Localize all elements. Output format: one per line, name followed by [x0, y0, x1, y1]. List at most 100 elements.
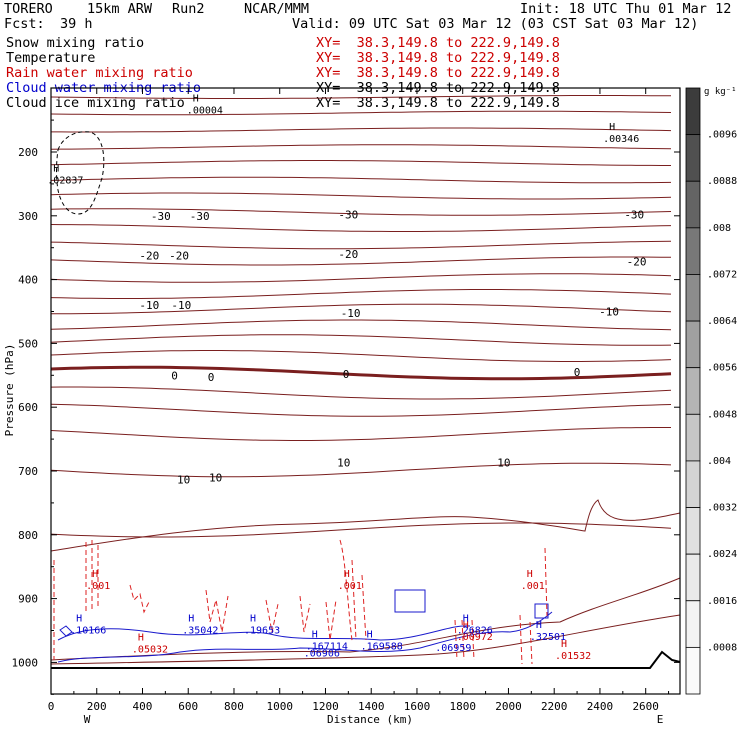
colorbar-bin [685, 274, 701, 322]
colorbar-label: .0056 [707, 363, 737, 374]
isotherm-line [50, 427, 671, 441]
rain-water-contours [53, 539, 548, 665]
colorbar-bin [685, 134, 701, 182]
max-value-rain: .05032 [132, 645, 168, 656]
colorbar-bin [685, 367, 701, 415]
snow-contours [56, 131, 105, 215]
org-label: NCAR/MMM [244, 1, 310, 17]
y-tick-label: 800 [18, 529, 38, 542]
isotherm-label--20: -20 [338, 248, 358, 261]
isotherm-label--10: -10 [171, 299, 191, 312]
isotherm-line [50, 365, 672, 381]
max-value-cloud: .26826 [457, 626, 493, 637]
rain-contour [325, 599, 337, 641]
isotherm-label-0: 0 [343, 368, 350, 381]
y-axis-title: Pressure (hPa) [3, 344, 16, 437]
isotherm-line [50, 614, 681, 665]
y-tick-label: 600 [18, 401, 38, 414]
y-tick-label: 500 [18, 337, 38, 350]
colorbar-bin [685, 646, 701, 695]
fcst-value: 39 h [60, 16, 93, 32]
isotherm-label--20: -20 [139, 249, 159, 262]
field-xy-cloud-ice: XY= 38.3,149.8 to 222.9,149.8 [316, 95, 560, 111]
colorbar-bin [685, 320, 701, 369]
y-tick-label: 300 [18, 210, 38, 223]
contour-labels: -30 -30 -30 -30 -20 -20 -20 -20 -10 -10 -10 -10 0 0 0 0… [47, 94, 646, 662]
isotherm-line [50, 192, 672, 200]
rain-contour [339, 539, 353, 641]
colorbar-label: .0032 [707, 503, 737, 514]
max-marker-cloud: H [188, 614, 194, 625]
colorbar-bin [685, 507, 701, 555]
isotherm-line [50, 240, 672, 250]
field-xy-snow: XY= 38.3,149.8 to 222.9,149.8 [316, 35, 560, 51]
cloud-water-contour [57, 611, 553, 663]
cloud-water-label: .06906 [304, 648, 340, 659]
fcst-label: Fcst: [4, 16, 45, 32]
max-value-snow: .00346 [603, 134, 639, 145]
x-tick-label: 2600 [632, 700, 659, 713]
field-name-cloud-ice: Cloud ice mixing ratio [6, 95, 185, 111]
max-marker-snow: H [609, 122, 615, 133]
isotherm-label--10: -10 [341, 307, 361, 320]
max-marker-rain: H [527, 569, 533, 580]
max-value-cloud: .10166 [70, 626, 106, 637]
isotherm-label-10: 10 [337, 457, 350, 470]
x-tick-label: 2000 [495, 700, 522, 713]
isotherm-line [50, 273, 672, 283]
colorbar-bin [685, 413, 701, 462]
isotherm-label--10: -10 [139, 299, 159, 312]
x-tick-label: 2200 [541, 700, 568, 713]
max-marker-rain: H [92, 569, 98, 580]
terrain-line [51, 650, 681, 669]
rain-contour [471, 619, 475, 661]
isotherm-line [50, 462, 672, 478]
x-tick-label: 1400 [358, 700, 385, 713]
colorbar-label: .0016 [707, 596, 737, 607]
isotherm-label-0: 0 [208, 371, 215, 384]
rain-contour [529, 621, 533, 665]
isotherm-label--30: -30 [338, 209, 358, 222]
max-marker-cloud: H [76, 614, 82, 625]
isotherm-line [50, 95, 671, 99]
isotherm-label-10: 10 [497, 457, 510, 470]
isotherm-label--10: -10 [599, 306, 619, 319]
colorbar-label: .0008 [707, 642, 737, 653]
max-marker-cloud: H [367, 629, 373, 640]
x-tick-label: 200 [87, 700, 107, 713]
x-tick-label: 1800 [449, 700, 476, 713]
max-value-rain: .001 [521, 581, 545, 592]
colorbar-bin [685, 87, 701, 136]
isotherm-line [50, 350, 672, 362]
colorbar-bin [685, 553, 701, 602]
isotherm-line [50, 386, 672, 400]
rain-contour [461, 619, 465, 661]
field-name-rain: Rain water mixing ratio [6, 65, 193, 81]
max-value-cloud: .32501 [530, 632, 566, 643]
cloud-water-contour [57, 625, 471, 641]
isotherm-label--30: -30 [624, 209, 644, 222]
isotherm-line [50, 403, 672, 417]
isotherm-line [50, 176, 672, 184]
field-name-temperature: Temperature [6, 50, 96, 66]
max-value-rain: .01532 [555, 651, 591, 662]
isotherm-label-0: 0 [574, 366, 581, 379]
rain-contour [205, 589, 229, 633]
isotherm-line [50, 256, 672, 266]
snow-contour [56, 131, 105, 215]
isotherm-label-10: 10 [177, 473, 190, 486]
max-marker-rain: H [463, 620, 469, 631]
x-tick-label: 600 [178, 700, 198, 713]
init-time: Init: 18 UTC Thu 01 Mar 12 [520, 1, 732, 17]
x-tick-label: 2400 [587, 700, 614, 713]
model-name: TORERO [4, 1, 53, 17]
run-label: Run2 [172, 1, 205, 17]
max-marker-rain: H [344, 569, 350, 580]
isotherm-line [51, 127, 672, 133]
plot-frame [50, 87, 681, 695]
rain-contour [299, 595, 311, 633]
isotherm-line [50, 522, 672, 538]
cloud-water-contour [534, 603, 549, 619]
plot-axes: 0 200 400 600 800 1000 1200 1400 1600 1800 2000 220… [3, 87, 681, 726]
